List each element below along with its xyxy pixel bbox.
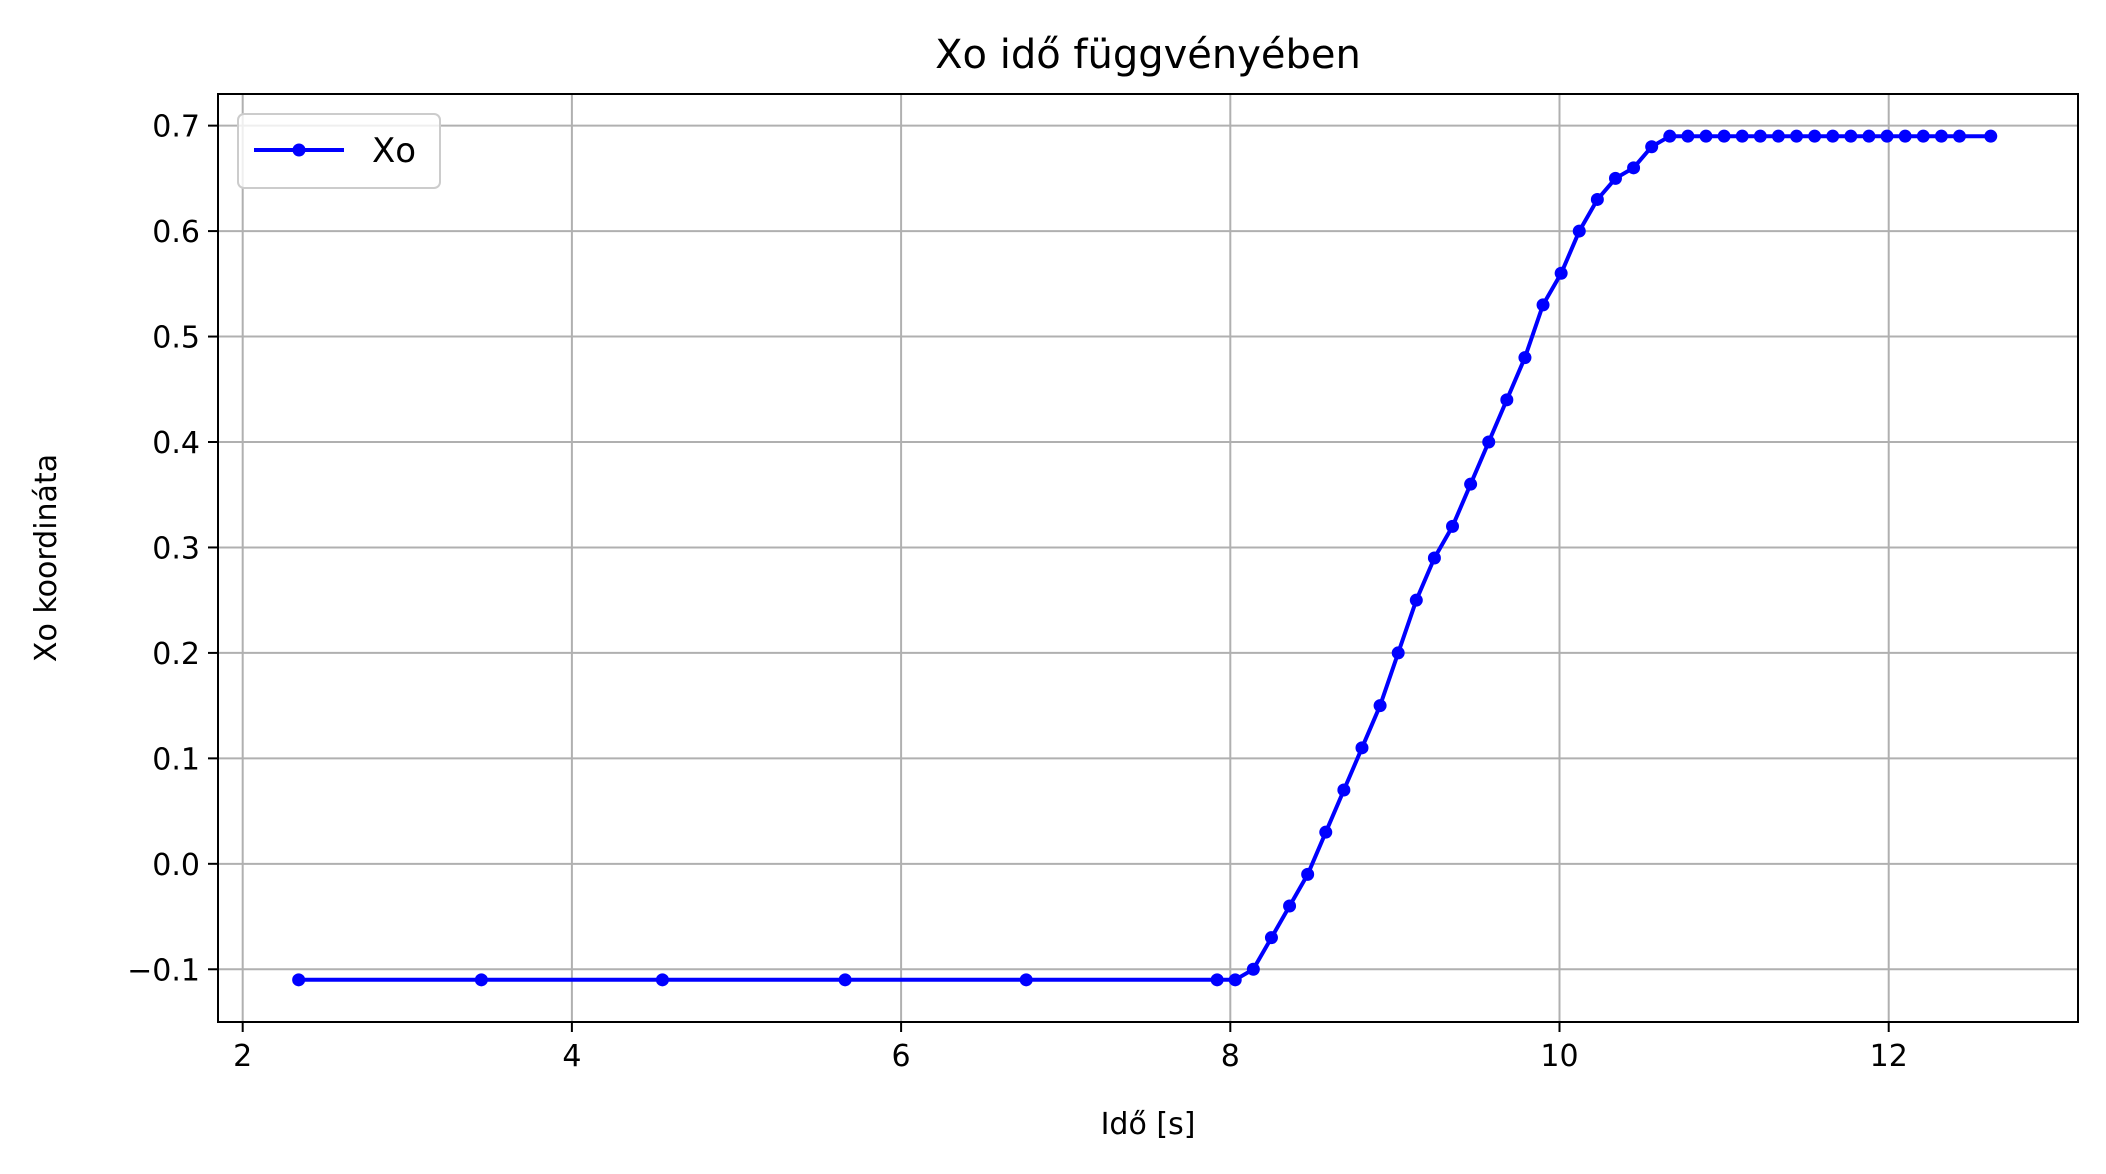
data-point xyxy=(1355,741,1369,755)
data-point xyxy=(1518,351,1532,365)
data-point xyxy=(1826,129,1840,143)
data-point xyxy=(1808,129,1822,143)
y-tick-label: 0.5 xyxy=(152,321,200,356)
data-point xyxy=(1608,171,1622,185)
data-point xyxy=(1590,192,1604,206)
data-point xyxy=(1464,477,1478,491)
plot-area xyxy=(218,94,2078,1022)
data-point xyxy=(1572,224,1586,238)
y-tick-label: 0.1 xyxy=(152,742,200,777)
data-point xyxy=(1790,129,1804,143)
data-point xyxy=(1210,973,1224,987)
y-tick-label: 0.6 xyxy=(152,215,200,250)
data-point xyxy=(1246,962,1260,976)
data-point xyxy=(1409,593,1423,607)
data-point xyxy=(1699,129,1713,143)
data-point xyxy=(1301,867,1315,881)
y-axis-label: Xo koordináta xyxy=(29,454,64,662)
x-tick-label: 10 xyxy=(1540,1039,1578,1074)
data-point xyxy=(1427,551,1441,565)
grid xyxy=(218,94,2078,1022)
data-point xyxy=(1952,129,1966,143)
data-point xyxy=(292,973,306,987)
data-point xyxy=(1264,931,1278,945)
data-point xyxy=(1984,129,1998,143)
data-point xyxy=(1862,129,1876,143)
legend-label-xo: Xo xyxy=(372,131,416,171)
data-point xyxy=(838,973,852,987)
data-point xyxy=(1898,129,1912,143)
x-tick-label: 6 xyxy=(892,1039,911,1074)
data-point xyxy=(1482,435,1496,449)
data-point xyxy=(1019,973,1033,987)
legend-marker-xo xyxy=(292,143,306,157)
y-tick-label: 0.7 xyxy=(152,110,200,145)
data-point xyxy=(1880,129,1894,143)
data-point xyxy=(1627,161,1641,175)
y-tick-label: −0.1 xyxy=(127,953,200,988)
data-point xyxy=(1337,783,1351,797)
legend: Xo xyxy=(237,113,441,189)
ticks: 2 4 6 8 10 12 −0.1 0.0 0.1 0.2 0.3 0.4 0.5 0.6 0.7 xyxy=(127,110,1908,1074)
x-tick-label: 8 xyxy=(1221,1039,1240,1074)
data-point xyxy=(1735,129,1749,143)
y-tick-label: 0.2 xyxy=(152,637,200,672)
y-tick-label: 0.0 xyxy=(152,848,200,883)
data-point xyxy=(1228,973,1242,987)
data-point xyxy=(1916,129,1930,143)
data-point xyxy=(1536,298,1550,312)
data-point xyxy=(1717,129,1731,143)
chart-title: Xo idő függvényében xyxy=(935,32,1361,78)
data-point xyxy=(1753,129,1767,143)
x-tick-label: 2 xyxy=(233,1039,252,1074)
y-tick-label: 0.4 xyxy=(152,426,200,461)
data-point xyxy=(655,973,669,987)
data-point xyxy=(1844,129,1858,143)
data-point xyxy=(1500,393,1514,407)
plot-frame xyxy=(217,93,2079,1023)
data-point xyxy=(1645,140,1659,154)
data-point xyxy=(1446,519,1460,533)
x-tick-label: 4 xyxy=(562,1039,581,1074)
data-point xyxy=(1681,129,1695,143)
data-point xyxy=(1663,129,1677,143)
series-layer xyxy=(292,129,1998,987)
data-point xyxy=(1319,825,1333,839)
data-point xyxy=(1771,129,1785,143)
x-axis-label: Idő [s] xyxy=(1101,1107,1196,1142)
data-point xyxy=(474,973,488,987)
x-tick-label: 12 xyxy=(1870,1039,1908,1074)
data-point xyxy=(1391,646,1405,660)
data-point xyxy=(1554,266,1568,280)
data-point xyxy=(1283,899,1297,913)
y-tick-label: 0.3 xyxy=(152,531,200,566)
data-point xyxy=(1934,129,1948,143)
data-point xyxy=(1373,699,1387,713)
